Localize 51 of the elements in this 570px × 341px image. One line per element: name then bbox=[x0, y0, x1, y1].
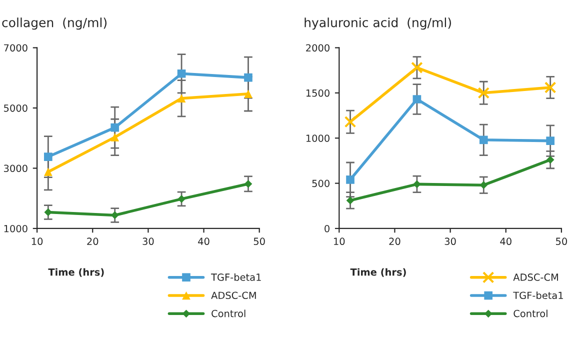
point bbox=[177, 69, 186, 78]
legend-label: ADSC-CM bbox=[513, 274, 558, 281]
point bbox=[346, 196, 354, 204]
point bbox=[44, 152, 52, 161]
x-tick-label: 40 bbox=[500, 238, 512, 246]
legend-label: Control bbox=[514, 310, 548, 318]
x-tick-label: 20 bbox=[389, 238, 400, 246]
chart-title: hyaluronic acid (ng/ml) bbox=[304, 18, 451, 30]
legend-label: TGF-beta1 bbox=[513, 292, 563, 300]
point bbox=[480, 181, 488, 190]
y-tick-label: 5000 bbox=[4, 104, 28, 112]
point bbox=[412, 95, 422, 104]
legend-label: TGF-beta1 bbox=[211, 273, 261, 281]
point bbox=[344, 116, 356, 128]
point bbox=[177, 94, 186, 103]
point bbox=[178, 195, 186, 203]
x-tick-label: 50 bbox=[254, 238, 265, 246]
x-tick-label: 40 bbox=[198, 238, 210, 246]
point bbox=[546, 136, 554, 145]
y-tick-label: 2000 bbox=[306, 44, 330, 52]
y-tick-label: 7000 bbox=[4, 44, 28, 52]
point bbox=[544, 82, 556, 94]
point bbox=[244, 90, 252, 98]
y-tick-label: 3000 bbox=[4, 164, 28, 172]
x-tick-label: 50 bbox=[556, 238, 567, 246]
point bbox=[346, 176, 354, 184]
y-tick-label: 1000 bbox=[4, 224, 28, 232]
point bbox=[110, 123, 120, 132]
point bbox=[411, 62, 423, 74]
point bbox=[413, 180, 421, 188]
x-tick-label: 30 bbox=[142, 238, 154, 246]
y-tick-label: 1500 bbox=[306, 89, 330, 97]
legend-label: ADSC-CM bbox=[211, 292, 256, 300]
point bbox=[44, 168, 52, 176]
point bbox=[244, 180, 252, 188]
legend-label: Control bbox=[212, 310, 246, 318]
point bbox=[110, 133, 120, 142]
x-tick-label: 10 bbox=[32, 238, 43, 246]
point bbox=[479, 136, 488, 144]
y-tick-label: 500 bbox=[312, 180, 330, 188]
x-axis-title: Time (hrs) bbox=[350, 268, 406, 277]
x-tick-label: 10 bbox=[334, 238, 345, 246]
point bbox=[546, 156, 554, 164]
point bbox=[244, 73, 252, 82]
x-tick-label: 20 bbox=[87, 238, 98, 246]
x-axis-title: Time (hrs) bbox=[48, 268, 104, 277]
x-tick-label: 30 bbox=[444, 238, 456, 246]
y-tick-label: 1000 bbox=[306, 134, 330, 142]
point bbox=[478, 87, 490, 99]
chart-title: collagen (ng/ml) bbox=[2, 18, 106, 30]
y-tick-label: 0 bbox=[324, 224, 330, 232]
